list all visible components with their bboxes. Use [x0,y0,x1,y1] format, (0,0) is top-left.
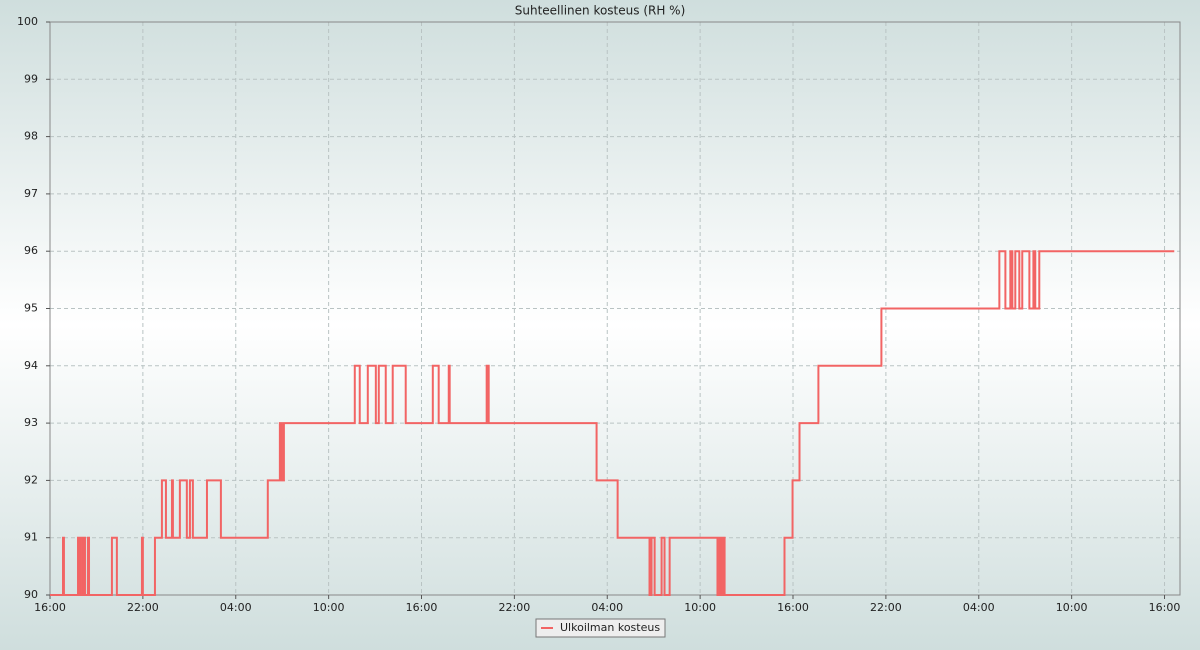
y-tick-label: 97 [24,187,38,200]
x-tick-label: 16:00 [777,601,809,614]
x-tick-label: 22:00 [499,601,531,614]
y-tick-label: 98 [24,130,38,143]
x-tick-label: 22:00 [870,601,902,614]
x-tick-label: 16:00 [406,601,438,614]
legend: Ulkoilman kosteus [535,618,666,638]
x-tick-label: 04:00 [963,601,995,614]
y-tick-label: 100 [17,15,38,28]
y-tick-label: 93 [24,416,38,429]
x-tick-label: 22:00 [127,601,159,614]
x-tick-label: 16:00 [1149,601,1181,614]
x-tick-label: 10:00 [1056,601,1088,614]
x-tick-label: 04:00 [591,601,623,614]
legend-box [535,618,666,638]
x-tick-label: 16:00 [34,601,66,614]
y-tick-label: 99 [24,72,38,85]
x-tick-label: 10:00 [313,601,345,614]
line-series [50,250,1175,596]
x-tick-label: 04:00 [220,601,252,614]
x-tick-label: 10:00 [684,601,716,614]
y-tick-label: 91 [24,531,38,544]
chart-title: Suhteellinen kosteus (RH %) [515,4,686,18]
y-tick-label: 95 [24,302,38,315]
y-tick-label: 90 [24,588,38,601]
y-tick-label: 94 [24,359,38,372]
y-tick-label: 92 [24,473,38,486]
legend-label: Ulkoilman kosteus [560,621,660,634]
y-tick-label: 96 [24,244,38,257]
